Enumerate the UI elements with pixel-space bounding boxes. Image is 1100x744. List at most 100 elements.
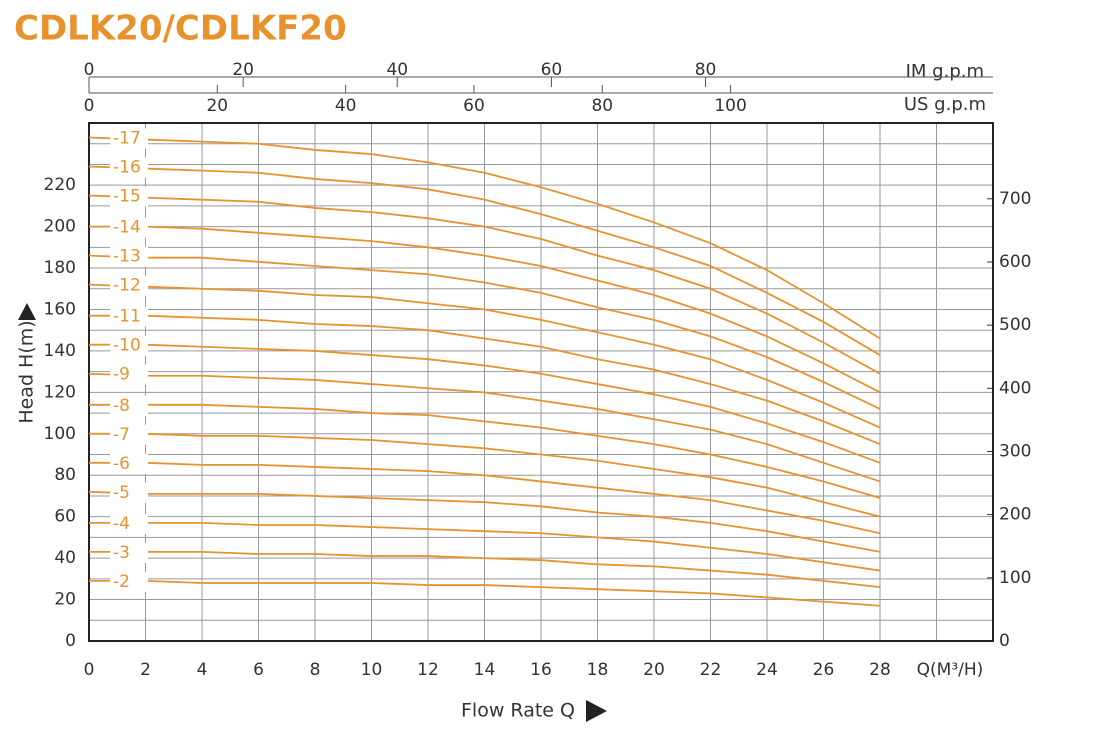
curve bbox=[89, 580, 881, 607]
y2-tick-label: 700 bbox=[999, 189, 1031, 209]
series-label: -10 bbox=[113, 336, 141, 356]
arrow bbox=[18, 303, 36, 320]
us-tick-label: 80 bbox=[591, 96, 613, 116]
y2-tick-label: 0 bbox=[999, 631, 1010, 651]
y-tick-label: 140 bbox=[44, 341, 76, 361]
y-tick-label: 200 bbox=[44, 217, 76, 237]
series-label: -11 bbox=[113, 307, 141, 327]
us-tick-label: 60 bbox=[463, 96, 485, 116]
y2-tick-label: 600 bbox=[999, 252, 1031, 272]
curve bbox=[88, 136, 881, 340]
y-tick-label: 80 bbox=[54, 465, 76, 485]
y-tick-label: 100 bbox=[44, 424, 76, 444]
x-tick-label: 14 bbox=[474, 660, 496, 680]
im-tick-label: 60 bbox=[541, 60, 563, 80]
x-axis-label: Q(M³/H) bbox=[917, 660, 984, 680]
curve bbox=[88, 490, 881, 553]
label-bg bbox=[110, 364, 148, 385]
series-label: -17 bbox=[113, 129, 141, 149]
series-label: -3 bbox=[113, 543, 130, 563]
x-tick-label: 24 bbox=[756, 660, 778, 680]
series-label: -2 bbox=[113, 572, 130, 592]
curve bbox=[89, 461, 881, 535]
label-bg bbox=[110, 306, 148, 327]
curve bbox=[89, 403, 881, 499]
x-tick-label: 12 bbox=[417, 660, 439, 680]
us-tick-label: 0 bbox=[84, 96, 95, 116]
x-tick-label: 8 bbox=[310, 660, 321, 680]
im-tick-label: 0 bbox=[84, 60, 95, 80]
curve bbox=[89, 521, 881, 572]
series-label: -13 bbox=[113, 247, 141, 267]
y2-tick-label: 400 bbox=[999, 378, 1031, 398]
y-tick-label: 180 bbox=[44, 258, 76, 278]
x-tick-label: 20 bbox=[643, 660, 665, 680]
label-bg bbox=[110, 275, 148, 296]
curve bbox=[88, 283, 881, 429]
arrow bbox=[586, 700, 607, 722]
curve bbox=[89, 314, 881, 445]
curve bbox=[88, 165, 881, 356]
label-bg bbox=[110, 157, 148, 178]
x-tick-label: 22 bbox=[700, 660, 722, 680]
us-tick-label: 100 bbox=[714, 96, 746, 116]
series-label: -15 bbox=[113, 187, 141, 207]
curve bbox=[88, 194, 881, 375]
y-axis-title: Head H(m) bbox=[16, 320, 38, 423]
x-tick-label: 2 bbox=[140, 660, 151, 680]
label-bg bbox=[110, 217, 148, 238]
x-axis-title: Flow Rate Q bbox=[461, 700, 575, 722]
us-tick-label: 40 bbox=[335, 96, 357, 116]
series-label: -7 bbox=[113, 425, 130, 445]
y-tick-label: 20 bbox=[54, 590, 76, 610]
y-tick-label: 160 bbox=[44, 299, 76, 319]
im-tick-label: 80 bbox=[695, 60, 717, 80]
x-tick-label: 10 bbox=[361, 660, 383, 680]
curve bbox=[88, 254, 881, 410]
y2-tick-label: 200 bbox=[999, 505, 1031, 525]
x-tick-label: 26 bbox=[813, 660, 835, 680]
series-label: -5 bbox=[113, 483, 130, 503]
y2-tick-label: 500 bbox=[999, 315, 1031, 335]
im-tick-label: 40 bbox=[386, 60, 408, 80]
series-label: -14 bbox=[113, 218, 141, 238]
label-bg bbox=[110, 424, 148, 445]
us-axis-label: US g.p.m bbox=[904, 94, 986, 115]
label-bg bbox=[110, 513, 148, 534]
y-tick-label: 0 bbox=[65, 631, 76, 651]
series-label: -16 bbox=[113, 158, 141, 178]
curve bbox=[89, 225, 881, 394]
y-tick-label: 60 bbox=[54, 507, 76, 527]
label-bg bbox=[110, 246, 148, 267]
series-label: -9 bbox=[113, 365, 130, 385]
y2-tick-label: 300 bbox=[999, 441, 1031, 461]
curve bbox=[88, 372, 881, 483]
x-tick-label: 28 bbox=[869, 660, 891, 680]
im-axis-label: IM g.p.m bbox=[906, 61, 984, 82]
label-bg bbox=[110, 335, 148, 356]
series-label: -6 bbox=[113, 454, 130, 474]
label-bg bbox=[110, 571, 148, 592]
x-tick-label: 16 bbox=[530, 660, 552, 680]
im-tick-label: 20 bbox=[232, 60, 254, 80]
y-tick-label: 40 bbox=[54, 548, 76, 568]
y2-tick-label: 100 bbox=[999, 568, 1031, 588]
y-tick-label: 120 bbox=[44, 382, 76, 402]
us-tick-label: 20 bbox=[206, 96, 228, 116]
label-bg bbox=[110, 453, 148, 474]
label-bg bbox=[110, 395, 148, 416]
label-bg bbox=[110, 482, 148, 503]
label-bg bbox=[110, 186, 148, 207]
x-tick-label: 6 bbox=[253, 660, 264, 680]
x-tick-label: 18 bbox=[587, 660, 609, 680]
series-label: -4 bbox=[113, 514, 130, 534]
series-label: -12 bbox=[113, 276, 141, 296]
curve bbox=[89, 551, 881, 589]
label-bg bbox=[110, 542, 148, 563]
y-tick-label: 220 bbox=[44, 175, 76, 195]
curve bbox=[89, 432, 881, 518]
label-bg bbox=[110, 128, 148, 149]
x-tick-label: 0 bbox=[84, 660, 95, 680]
